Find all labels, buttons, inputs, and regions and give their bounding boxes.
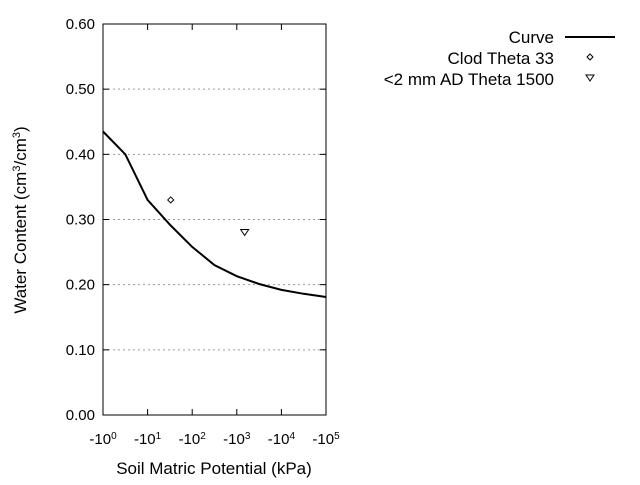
x-tick-label: -104 — [268, 431, 296, 449]
point-clod-theta-33 — [167, 196, 175, 204]
y-tick-label: 0.00 — [66, 407, 95, 424]
y-tick-label: 0.20 — [66, 277, 95, 294]
legend-swatch-diamond — [586, 53, 594, 61]
x-tick-label: -101 — [134, 431, 162, 449]
legend-label-ad: <2 mm AD Theta 1500 — [384, 70, 554, 89]
x-tick-label: -105 — [312, 431, 340, 449]
legend: Curve Clod Theta 33 <2 mm AD Theta 1500 — [384, 28, 615, 89]
y-tick-label: 0.30 — [66, 212, 95, 229]
series-curve-line — [102, 130, 327, 298]
x-axis-label: Soil Matric Potential (kPa) — [116, 459, 312, 478]
legend-label-curve: Curve — [509, 28, 554, 47]
point-ad-theta-1500 — [239, 229, 250, 237]
y-tick-label: 0.60 — [66, 16, 95, 33]
y-tick-label: 0.50 — [66, 81, 95, 98]
legend-swatch-triangle — [585, 74, 595, 82]
y-axis-label: Water Content (cm3/cm3) — [11, 126, 30, 313]
x-tick-label: -103 — [223, 431, 251, 449]
legend-label-clod: Clod Theta 33 — [448, 49, 554, 68]
x-tick-label: -100 — [89, 431, 117, 449]
y-tick-label: 0.40 — [66, 146, 95, 163]
y-tick-label: 0.10 — [66, 342, 95, 359]
x-tick-label: -102 — [179, 431, 207, 449]
